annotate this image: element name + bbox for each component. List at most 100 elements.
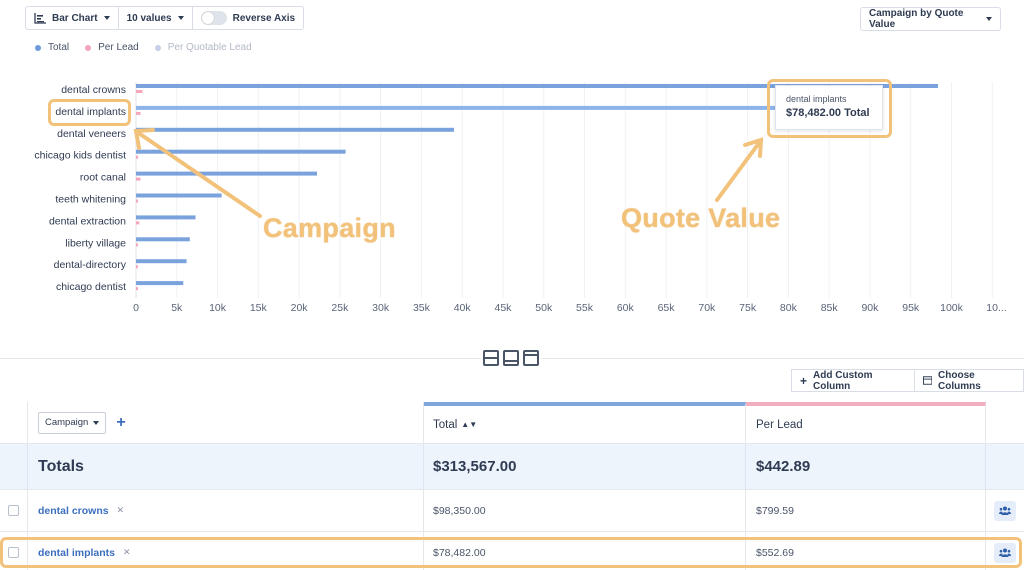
campaign-select-label: Campaign	[45, 417, 89, 428]
header-per-lead-label: Per Lead	[756, 418, 803, 431]
chevron-down-icon	[103, 16, 110, 20]
header-action-cell	[986, 402, 1024, 443]
x-tick-label: 20k	[291, 302, 309, 314]
chart-tooltip: dental implants $78,482.00 Total	[775, 85, 883, 130]
bar-per-lead	[136, 90, 143, 93]
header-per-lead-cell[interactable]: Per Lead	[746, 402, 986, 443]
bar-total	[136, 215, 196, 220]
bar-total	[136, 281, 184, 286]
choose-columns-label: Choose Columns	[938, 369, 981, 392]
add-grouping-icon[interactable]: +	[116, 413, 126, 431]
bar-per-lead	[136, 243, 138, 247]
totals-check-cell	[0, 444, 28, 489]
totals-label: Totals	[28, 444, 424, 489]
x-tick-label: 50k	[535, 302, 553, 314]
values-count-dropdown[interactable]: 10 values	[118, 6, 193, 30]
category-label: dental-directory	[54, 259, 127, 271]
x-tick-label: 30k	[372, 302, 390, 314]
x-tick-label: 40k	[454, 302, 472, 314]
campaign-label-highlight	[48, 99, 131, 126]
legend-label: Per Lead	[98, 42, 139, 53]
toggle-switch[interactable]	[200, 11, 227, 25]
chart-type-label: Bar Chart	[52, 12, 98, 24]
legend-item-per-lead[interactable]: Per Lead	[85, 42, 139, 53]
bar-total	[136, 259, 187, 264]
row-check-cell	[0, 532, 28, 570]
add-custom-column-button[interactable]: + Add Custom Column	[791, 369, 915, 392]
tooltip-highlight	[767, 79, 892, 138]
row-checkbox[interactable]	[8, 505, 19, 516]
category-label: dental implants	[55, 106, 126, 118]
column-actions: + Add Custom Column Choose Columns	[791, 369, 1024, 392]
bar-total	[136, 127, 455, 132]
row-action-cell	[986, 532, 1024, 570]
close-icon[interactable]: ✕	[116, 505, 125, 515]
row-total: $98,350.00	[424, 490, 746, 531]
reverse-axis-toggle[interactable]: Reverse Axis	[192, 6, 305, 30]
campaign-select[interactable]: Campaign	[38, 411, 107, 434]
close-icon[interactable]: ✕	[123, 547, 131, 557]
bar-per-lead	[136, 287, 138, 291]
bar-per-lead	[136, 155, 139, 159]
bar-per-lead	[136, 265, 138, 269]
legend-item-total[interactable]: Total	[35, 42, 69, 53]
x-tick-label: 60k	[617, 302, 635, 314]
category-label: teeth whitening	[55, 194, 126, 206]
view-leads-button[interactable]	[994, 500, 1016, 521]
row-action-cell	[986, 490, 1024, 531]
campaign-cell: dental crowns ✕	[28, 490, 424, 531]
category-label: chicago dentist	[56, 281, 126, 293]
header-total-cell[interactable]: Total ▲▼	[424, 402, 746, 443]
choose-columns-button[interactable]: Choose Columns	[914, 369, 1024, 392]
row-checkbox[interactable]	[8, 547, 19, 558]
bar-per-lead	[136, 177, 141, 181]
reverse-axis-label: Reverse Axis	[232, 12, 296, 24]
chart-legend: Total Per Lead Per Quotable Lead	[35, 42, 252, 53]
tooltip-campaign: dental implants	[786, 94, 847, 104]
category-label: dental crowns	[61, 84, 126, 96]
x-tick-label: 85k	[821, 302, 839, 314]
split-view-icon[interactable]	[483, 350, 499, 366]
category-label: liberty village	[65, 237, 126, 249]
x-tick-label: 10...	[986, 302, 1006, 314]
table-row: dental implants ✕ $78,482.00 $552.69	[0, 532, 1024, 570]
x-tick-label: 45k	[495, 302, 513, 314]
table-row: dental crowns ✕ $98,350.00 $799.59	[0, 490, 1024, 532]
campaign-link[interactable]: dental implants	[38, 546, 116, 559]
row-check-cell	[0, 490, 28, 531]
annotation-campaign: Campaign	[263, 213, 396, 243]
totals-per-lead: $442.89	[746, 444, 986, 489]
layout-switcher	[481, 350, 541, 366]
chart-toolbar: Bar Chart 10 values Reverse Axis	[25, 6, 305, 30]
chevron-down-icon	[986, 17, 992, 21]
category-label: chicago kids dentist	[34, 150, 126, 162]
legend-item-per-quotable-lead[interactable]: Per Quotable Lead	[154, 42, 252, 53]
bar-chart-icon	[34, 12, 46, 24]
totals-row: Totals $313,567.00 $442.89	[0, 444, 1024, 490]
category-label: root canal	[80, 172, 126, 184]
chart-view-icon[interactable]	[523, 350, 539, 366]
table-view-icon[interactable]	[503, 350, 519, 366]
totals-action-cell	[986, 444, 1024, 489]
table-header-row: Campaign + Total ▲▼ Per Lead	[0, 402, 1024, 444]
view-leads-button[interactable]	[994, 542, 1016, 563]
bar-total	[136, 193, 222, 198]
tooltip-value: $78,482.00 Total	[786, 107, 870, 119]
annotation-quote-value: Quote Value	[621, 203, 781, 233]
plus-icon: +	[800, 373, 808, 388]
x-tick-label: 70k	[698, 302, 716, 314]
x-tick-label: 95k	[902, 302, 920, 314]
x-tick-label: 75k	[739, 302, 757, 314]
chart-type-dropdown[interactable]: Bar Chart	[25, 6, 119, 30]
legend-dot	[154, 44, 161, 51]
header-check-cell	[0, 402, 28, 443]
bar-per-lead	[136, 111, 141, 115]
campaign-link[interactable]: dental crowns	[38, 504, 109, 517]
x-tick-label: 65k	[658, 302, 676, 314]
users-icon	[999, 548, 1011, 557]
row-per-lead: $552.69	[746, 532, 986, 570]
grouping-dropdown[interactable]: Campaign by Quote Value	[860, 7, 1001, 31]
sort-desc-icon[interactable]: ▲▼	[461, 420, 478, 429]
values-count-label: 10 values	[126, 12, 172, 24]
x-tick-label: 25k	[331, 302, 349, 314]
